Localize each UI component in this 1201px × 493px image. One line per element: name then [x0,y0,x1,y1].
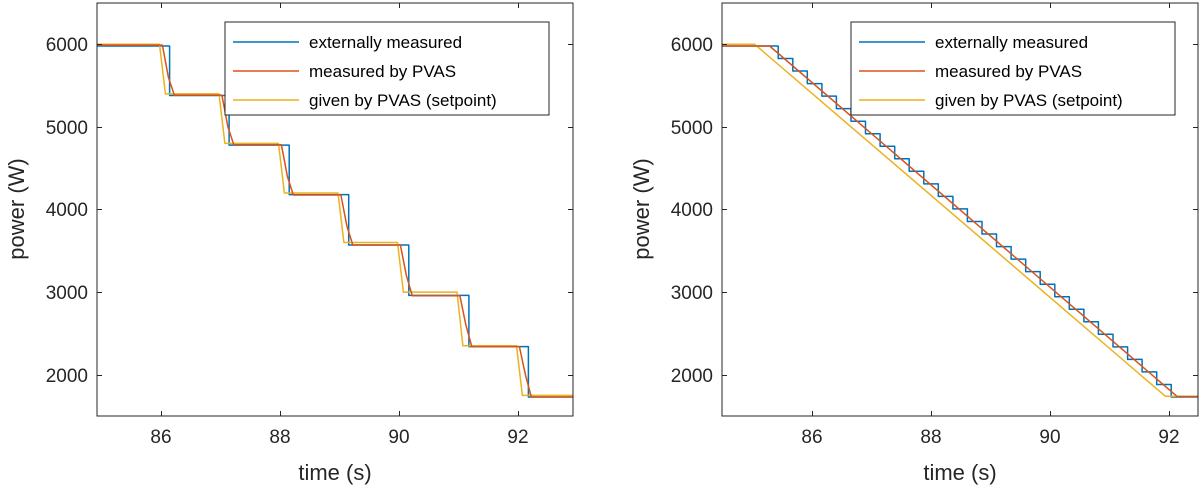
left-series-line-measured-by-pvas [97,44,573,398]
left-x-tick-labels: 86 88 90 92 [150,427,528,448]
left-x-tick-label: 86 [150,427,171,448]
left-x-axis-label: time (s) [298,460,371,485]
left-y-tick-labels: 2000 3000 4000 5000 6000 [46,35,88,387]
right-chart-series-layer [722,43,1198,398]
left-y-tick-marks [97,44,573,376]
left-legend-label: given by PVAS (setpoint) [309,91,497,110]
left-y-tick-label: 2000 [46,366,88,387]
right-y-tick-labels: 2000 3000 4000 5000 6000 [671,35,713,387]
right-legend-label: externally measured [935,33,1088,52]
left-y-axis-label: power (W) [4,158,29,259]
left-x-tick-label: 92 [507,427,528,448]
right-series-line-externally-measured [722,45,1198,398]
left-legend-label: measured by PVAS [309,62,456,81]
right-x-tick-labels: 86 88 90 92 [801,427,1179,448]
left-chart-panel: 86 88 90 92 2000 3000 4000 5000 6000 tim… [4,2,574,485]
right-legend-label: given by PVAS (setpoint) [935,91,1123,110]
right-y-tick-label: 4000 [671,200,713,221]
left-y-tick-label: 4000 [46,200,88,221]
left-chart-series-layer [97,43,573,398]
left-legend-label: externally measured [309,33,462,52]
left-series-line-given-by-pvas-setpoint [97,43,573,397]
right-x-tick-label: 92 [1158,427,1179,448]
left-x-tick-marks [161,3,519,416]
left-y-tick-label: 6000 [46,35,88,56]
right-y-tick-label: 5000 [671,118,713,139]
right-x-tick-label: 88 [920,427,941,448]
right-x-tick-label: 86 [801,427,822,448]
left-x-tick-label: 88 [269,427,290,448]
right-y-tick-label: 6000 [671,35,713,56]
left-chart-legend: externally measured measured by PVAS giv… [224,21,550,116]
right-y-tick-label: 3000 [671,283,713,304]
right-series-line-measured-by-pvas [722,45,1198,398]
right-chart-legend: externally measured measured by PVAS giv… [850,21,1176,116]
left-y-tick-label: 5000 [46,118,88,139]
right-y-axis-label: power (W) [629,158,654,259]
right-y-tick-label: 2000 [671,366,713,387]
right-x-tick-label: 90 [1039,427,1060,448]
right-x-tick-marks [812,3,1170,416]
right-x-axis-label: time (s) [923,460,996,485]
right-y-tick-marks [722,44,1198,376]
left-y-tick-label: 3000 [46,283,88,304]
right-chart-panel: 86 88 90 92 2000 3000 4000 5000 6000 tim… [629,2,1199,485]
right-legend-label: measured by PVAS [935,62,1082,81]
left-x-tick-label: 90 [388,427,409,448]
